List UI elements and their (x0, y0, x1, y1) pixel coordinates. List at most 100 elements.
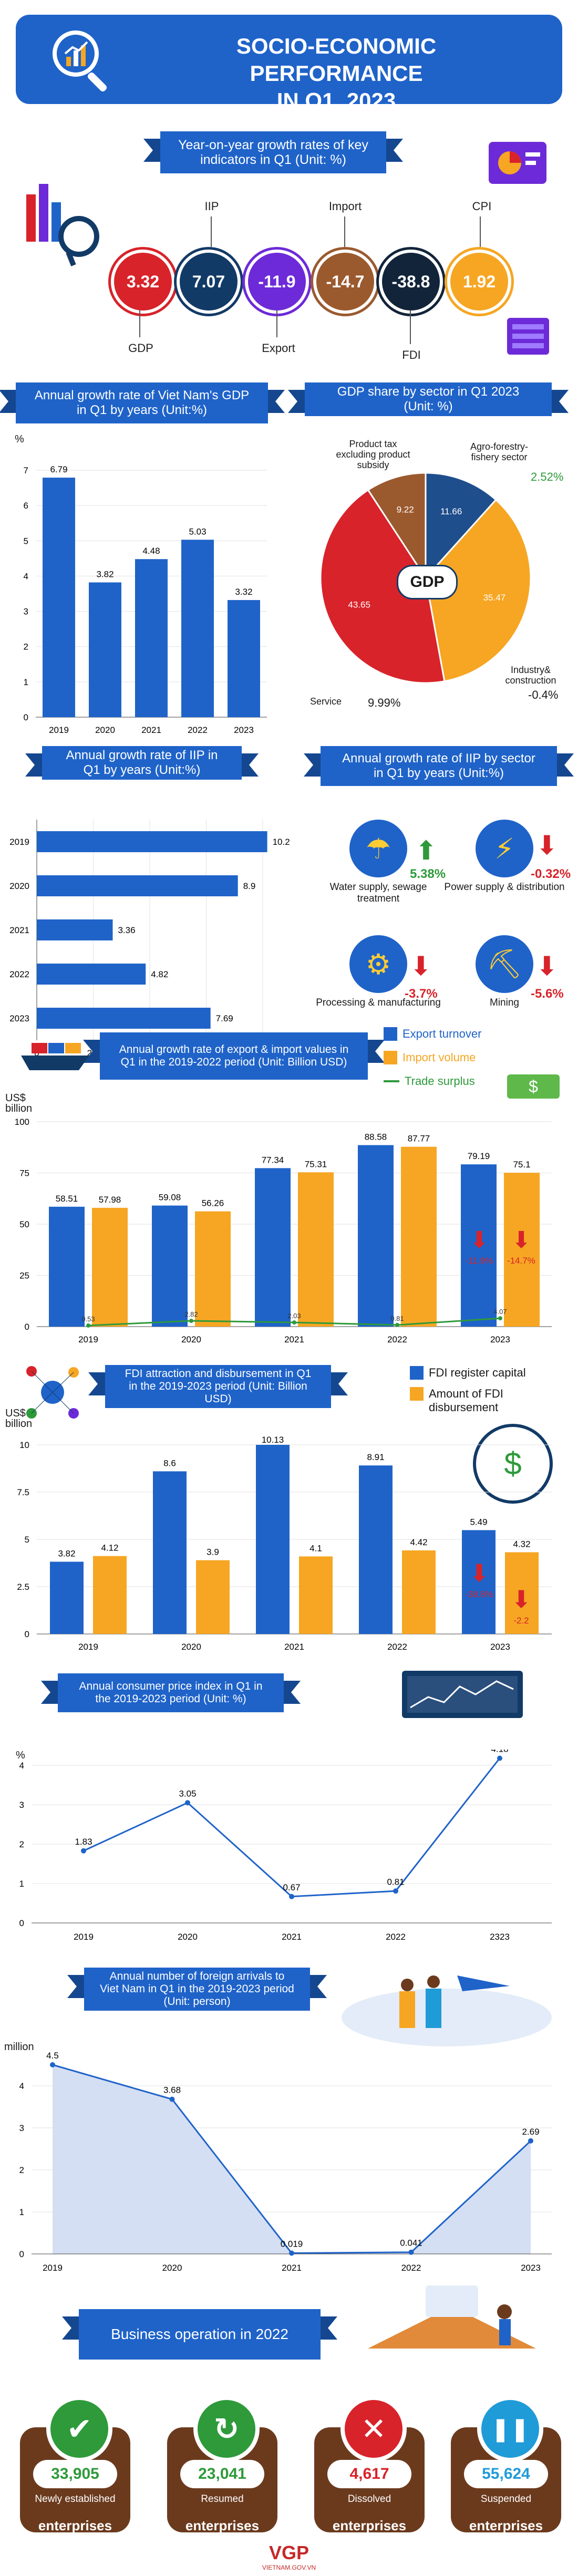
legend-export-label: Export turnover (402, 1027, 482, 1040)
pie-service-change: 9.99% (368, 696, 401, 709)
kpi-fdi-label: FDI (402, 348, 421, 361)
bar (228, 600, 260, 717)
data-point (189, 1319, 193, 1323)
pie-slice (425, 499, 532, 682)
pie-agro-label: Agro-forestry-fishery sector (470, 441, 529, 462)
data-label: 1.83 (75, 1837, 92, 1847)
data-label: 2.03 (287, 1312, 301, 1320)
legend-import-label: Import volume (402, 1051, 476, 1064)
bar-value-label: 7.69 (216, 1013, 233, 1023)
footer-site: VIETNAM.GOV.VN (262, 2564, 316, 2571)
y-tick-label: 2022 (9, 969, 29, 979)
y-tick-label: 25 (19, 1271, 29, 1281)
money-icon: $ (507, 1074, 560, 1099)
kpi-fdi-circle: -38.8 (379, 250, 443, 314)
close-icon: ✕ (340, 2396, 407, 2462)
import-change-label: -14.7% (507, 1256, 535, 1266)
bar-value-label: 79.19 (468, 1151, 490, 1161)
bar-value-label: 59.08 (159, 1193, 181, 1203)
data-label: 0.041 (400, 2238, 422, 2248)
bar (135, 559, 168, 717)
x-tick-label: 2019 (49, 725, 69, 735)
cpi-svg: 0 1 2 3 4 1.83 2019 3.05 2020 0.67 2021 0.81 2022 4.1… (19, 1750, 552, 1942)
bar-value-label: 4.82 (151, 969, 168, 979)
x-tick-label: 2022 (386, 1932, 406, 1942)
biz-resumed: ↻ 23,041 Resumed enterprises (167, 2396, 277, 2533)
gdp-growth-svg: 0 1 2 3 4 5 6 7 6.79 2019 3.82 2020 4.48 2021 5.03 2022… (24, 464, 267, 735)
bar (299, 1556, 333, 1634)
y-tick-label: 10 (19, 1440, 29, 1450)
x-tick-label: 2022 (387, 1334, 407, 1344)
biz-resumed-ent: enterprises (185, 2518, 260, 2533)
kpi-iip-circle: 7.07 (177, 250, 241, 314)
kpi-cpi-label: CPI (472, 200, 492, 213)
sector-power-label: Power supply & distribution (444, 882, 565, 893)
x-tick-label: 2021 (141, 725, 161, 735)
fdi-ribbon: FDI attraction and disbursement in Q1 in… (88, 1365, 348, 1408)
bar-value-label: 10.2 (273, 837, 290, 847)
data-label: 3.68 (163, 2085, 181, 2095)
y-tick-label: 5 (24, 536, 28, 546)
data-point (528, 2138, 533, 2144)
y-tick-label: 1 (19, 1879, 24, 1889)
bar-value-label: 77.34 (262, 1155, 284, 1165)
data-point (498, 1316, 502, 1321)
gdp-growth-ribbon: Annual growth rate of Viet Nam's GDP in … (0, 382, 285, 423)
x-tick-label: 2023 (521, 2263, 541, 2273)
data-label: 0.019 (281, 2239, 303, 2249)
sector-water-label: Water supply, sewage treatment (329, 882, 427, 904)
y-tick-label: 4 (19, 2081, 24, 2091)
bar (359, 1465, 393, 1634)
bar-value-label: 8.6 (163, 1458, 176, 1468)
biz-new-ent: enterprises (38, 2518, 112, 2533)
stock-screen-illustration-icon (397, 1665, 533, 1729)
kpi-iip-label: IIP (204, 200, 219, 213)
biz-resumed-label: Resumed (201, 2494, 244, 2505)
y-tick-label: 2023 (9, 1013, 29, 1023)
cpi-unit: % (16, 1750, 25, 1761)
data-label: 3.05 (179, 1788, 196, 1798)
y-tick-label: 3 (24, 607, 28, 617)
bar-value-label: 87.77 (408, 1134, 430, 1144)
x-tick-label: 2019 (78, 1334, 98, 1344)
business-ribbon: Business operation in 2022 (62, 2309, 337, 2360)
fdi-svg: 0 2.5 5 7.5 10 3.82 4.12 2019 8.6 3.9 2020 10.13 4.1… (17, 1435, 552, 1650)
bar (462, 1530, 496, 1634)
area-fill (53, 2065, 531, 2254)
x-tick-label: 2021 (284, 1334, 304, 1344)
ship-illustration-icon (16, 1038, 95, 1080)
biz-resumed-value: 23,041 (180, 2460, 264, 2488)
pie-value-label: 35.47 (483, 593, 506, 603)
series-line (83, 1757, 501, 1898)
analytics-illustration-icon (473, 131, 562, 210)
header-banner: SOCIO-ECONOMIC PERFORMANCE IN Q1, 2023 (16, 15, 562, 113)
x-tick-label: 2022 (387, 1642, 407, 1650)
meeting-illustration-icon (347, 2275, 557, 2364)
biz-new-value: 33,905 (33, 2460, 117, 2488)
bar (505, 1552, 539, 1634)
kpi-gdp-circle: 3.32 (111, 250, 175, 314)
x-tick-label: 2021 (282, 2263, 302, 2273)
kpi-export-circle: -11.9 (245, 250, 309, 314)
x-tick-label: 2022 (401, 2263, 421, 2273)
arrivals-unit: million (4, 2041, 34, 2053)
pie-slice (367, 472, 427, 581)
data-point (408, 2249, 414, 2255)
data-label: 4.07 (493, 1308, 507, 1316)
biz-suspended-label: Suspended (480, 2494, 532, 2505)
down-arrow-icon: ⬇ (536, 951, 558, 981)
x-tick-label: 2023 (490, 1334, 510, 1344)
bar (37, 964, 146, 985)
bar (92, 1207, 128, 1327)
y-tick-label: 2 (24, 642, 28, 652)
bar-value-label: 57.98 (99, 1195, 121, 1205)
sector-processing: ⚙ Processing & manufacturing (315, 935, 441, 1009)
bar (50, 1561, 84, 1634)
data-label: 0.53 (81, 1315, 95, 1323)
y-tick-label: 1 (19, 2207, 24, 2217)
travelers-illustration-icon (336, 1960, 557, 2049)
trade-svg: 0 25 50 75 100 58.51 57.98 2019 59.08 56.26 2020 77… (15, 1117, 552, 1344)
down-arrow-icon: ⬇ (470, 1227, 489, 1253)
y-tick-label: 6 (24, 501, 28, 511)
checkmark-icon: ✔ (46, 2396, 112, 2462)
